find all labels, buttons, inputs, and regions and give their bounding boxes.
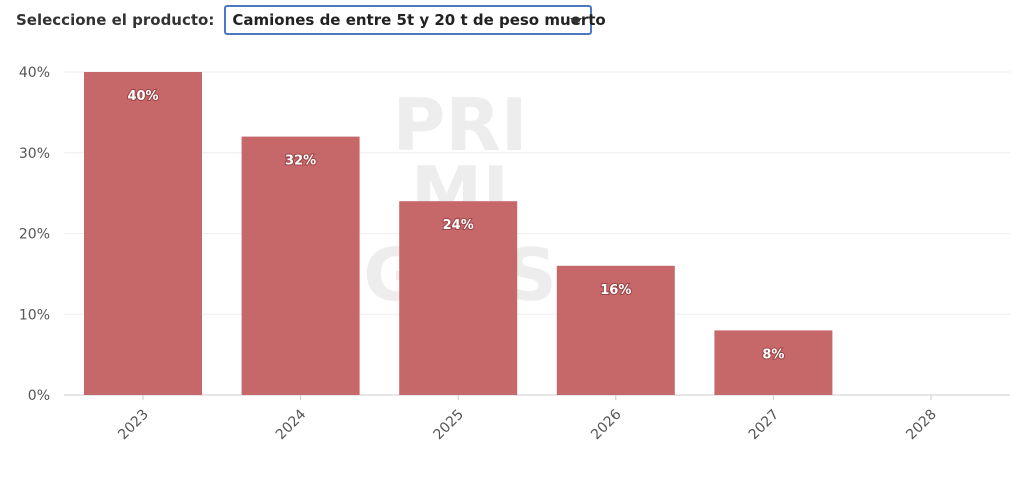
bar-data-label: 24% [443, 218, 474, 233]
y-tick-label: 0% [28, 388, 50, 404]
product-select-value: Camiones de entre 5t y 20 t de peso muer… [232, 11, 606, 29]
product-select[interactable]: Camiones de entre 5t y 20 t de peso muer… [224, 5, 606, 35]
bar-data-label: 16% [600, 283, 631, 298]
bar-data-label: 40% [127, 89, 158, 104]
y-tick-label: 10% [19, 307, 50, 323]
gridlines [64, 71, 1010, 396]
x-axis-ticks: 2023 2024 2025 2026 2027 2028 [115, 395, 940, 443]
y-tick-label: 30% [19, 146, 50, 162]
y-tick-label: 40% [19, 65, 50, 81]
y-tick-label: 20% [19, 227, 50, 243]
x-tick-label: 2023 [115, 407, 152, 444]
bar [714, 330, 833, 395]
bar-data-label: 32% [285, 154, 316, 169]
product-selector-row: Seleccione el producto: Camiones de entr… [16, 4, 606, 36]
product-selector-label: Seleccione el producto: [16, 11, 215, 29]
bar-data-label: 8% [762, 347, 784, 362]
bar [399, 201, 518, 395]
chevron-down-icon[interactable] [570, 18, 583, 25]
x-tick-label: 2024 [273, 406, 310, 443]
bar [241, 136, 360, 395]
bars: 40% 32% 24% 16% 8% [84, 72, 833, 395]
bar [84, 72, 202, 395]
x-tick-label: 2027 [746, 407, 783, 444]
bar [556, 265, 675, 395]
y-axis-ticks: 0% 10% 20% 30% 40% [19, 65, 50, 404]
x-tick-label: 2028 [903, 407, 940, 444]
x-tick-label: 2026 [588, 406, 625, 443]
x-tick-label: 2025 [431, 407, 468, 444]
